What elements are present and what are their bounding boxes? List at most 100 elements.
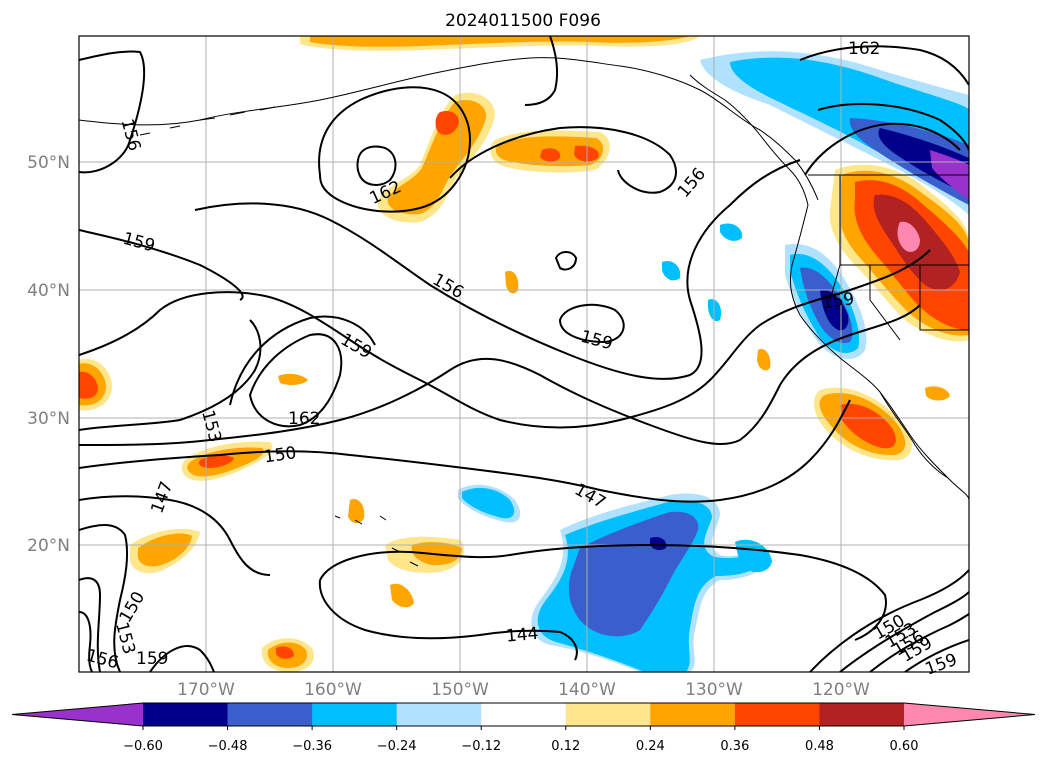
lon-label: 130°W	[685, 680, 743, 700]
colorbar-swatch	[227, 703, 313, 726]
colorbar-tick-label: 0.36	[720, 739, 749, 754]
colorbar-swatch	[565, 703, 651, 726]
contour-label: 162	[288, 409, 320, 429]
negative-field-45n	[720, 223, 743, 241]
lon-label: 150°W	[431, 680, 489, 700]
contour-top	[524, 36, 559, 106]
colorbar-tick-label: 0.48	[805, 739, 834, 754]
height-contours	[79, 36, 969, 672]
positive-field-27n-core	[198, 455, 234, 468]
contour-156-sw	[79, 611, 93, 672]
contour-147-south	[79, 495, 271, 576]
contour-se-1	[809, 569, 969, 672]
contour-label: 159	[136, 649, 168, 669]
colorbar-swatch	[396, 703, 482, 726]
state-borders	[829, 175, 969, 341]
positive-field-sw-1-mid	[137, 533, 192, 567]
baja-coast	[879, 391, 949, 479]
positive-field-38n	[757, 349, 771, 371]
colorbar-swatch	[819, 703, 905, 726]
negative-field-38n-2	[708, 299, 722, 322]
positive-field-30n	[278, 373, 308, 385]
positive-field-baja-core	[840, 403, 896, 449]
colorbar-swatch	[143, 703, 229, 726]
contour-ne-2	[817, 103, 969, 151]
contour-153	[79, 319, 262, 431]
contour-se-3	[869, 613, 969, 672]
us-west-coast	[789, 204, 969, 501]
contour-159-sw	[149, 645, 215, 672]
map-panel: 162 156 162 156 159 156 159 159 159 162 …	[78, 35, 970, 680]
hawaii-islands	[334, 515, 419, 567]
lat-label: 20°N	[27, 536, 70, 556]
colorbar-extend-max	[904, 703, 1035, 726]
contour-label: 159	[821, 289, 856, 313]
colorbar-tick-label: 0.60	[890, 739, 919, 754]
contour-162-inner	[356, 145, 397, 186]
colorbar-tick-label: −0.36	[292, 739, 332, 754]
contour-label: 144	[505, 624, 539, 647]
map-frame	[78, 35, 970, 673]
contour-159-small	[559, 303, 625, 343]
colorbar-swatch	[312, 703, 398, 726]
positive-field-goa-1-mid	[387, 99, 487, 215]
negative-field-22n-mid	[462, 487, 515, 519]
alaska-coast	[79, 57, 819, 201]
lon-label: 140°W	[558, 680, 616, 700]
contour-156-central	[194, 159, 801, 380]
contour-159-north	[79, 229, 244, 301]
contour-ne-3	[804, 122, 961, 176]
longitude-labels: 170°W 160°W 150°W 140°W 130°W 120°W	[177, 680, 870, 700]
negative-field-42n	[662, 260, 681, 281]
positive-field-baja-small	[925, 386, 950, 401]
contour-159-wave	[79, 249, 931, 429]
positive-field-hawaii-3	[390, 583, 414, 608]
colorbar-tick-label: −0.48	[208, 739, 248, 754]
lat-label: 30°N	[27, 409, 70, 429]
contour-156-goa	[449, 126, 677, 194]
contour-159-30n	[229, 315, 376, 406]
contour-144	[319, 544, 887, 641]
negative-field-south-strong	[568, 511, 699, 637]
colorbar: −0.60 −0.48 −0.36 −0.24 −0.12 0.12 0.24 0.36 0.4…	[11, 702, 1036, 754]
contour-162-goa	[318, 86, 471, 213]
shaded-fields	[79, 36, 969, 672]
colorbar-extend-min	[12, 703, 143, 726]
colorbar-tick-label: 0.12	[551, 739, 580, 754]
bc-coast	[689, 74, 809, 206]
contour-162-north	[79, 50, 146, 174]
contour-label: 150	[263, 443, 298, 467]
negative-field-south-core	[650, 537, 667, 551]
lon-label: 120°W	[812, 680, 870, 700]
contour-se-2	[839, 591, 969, 672]
coastlines	[79, 57, 969, 567]
contour-147	[79, 399, 851, 503]
positive-field-north-mid	[310, 36, 690, 47]
colorbar-tick-label: −0.12	[461, 739, 501, 754]
map-title: 2024011500 F096	[445, 11, 601, 31]
latitude-labels: 50°N 40°N 30°N 20°N	[27, 153, 70, 556]
contour-150	[79, 304, 921, 446]
positive-field-goa-2-core	[540, 145, 599, 162]
contour-159-tiny	[555, 251, 577, 271]
positive-field-sw-2-core	[276, 646, 294, 659]
contour-se-4	[904, 639, 969, 672]
contour-153-sw	[79, 577, 101, 672]
lon-label: 160°W	[304, 680, 362, 700]
contour-150-sw	[79, 524, 129, 672]
lat-label: 40°N	[27, 281, 70, 301]
colorbar-tick-label: −0.60	[123, 739, 163, 754]
aleutian-chain	[139, 106, 276, 136]
positive-field-hawaii-1	[348, 499, 365, 524]
contour-label: 162	[848, 39, 880, 59]
colorbar-tick-label: −0.24	[377, 739, 417, 754]
positive-field-goa-1-core	[435, 110, 459, 135]
contour-144-inner	[318, 579, 578, 661]
colorbar-tick-label: 0.24	[636, 739, 665, 754]
lat-label: 50°N	[27, 153, 70, 173]
colorbar-swatch	[481, 703, 567, 726]
colorbar-swatch	[650, 703, 736, 726]
contour-162-ne	[799, 45, 969, 86]
contour-162-30n	[249, 333, 343, 428]
